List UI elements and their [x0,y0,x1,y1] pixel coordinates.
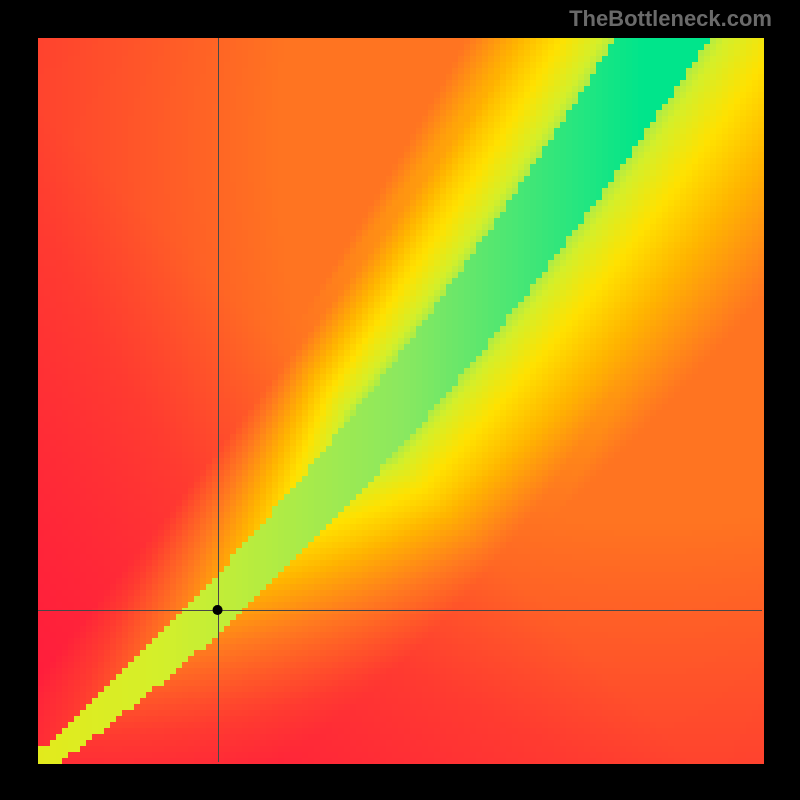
watermark-text: TheBottleneck.com [569,6,772,32]
chart-container: TheBottleneck.com [0,0,800,800]
bottleneck-heatmap-canvas [0,0,800,800]
